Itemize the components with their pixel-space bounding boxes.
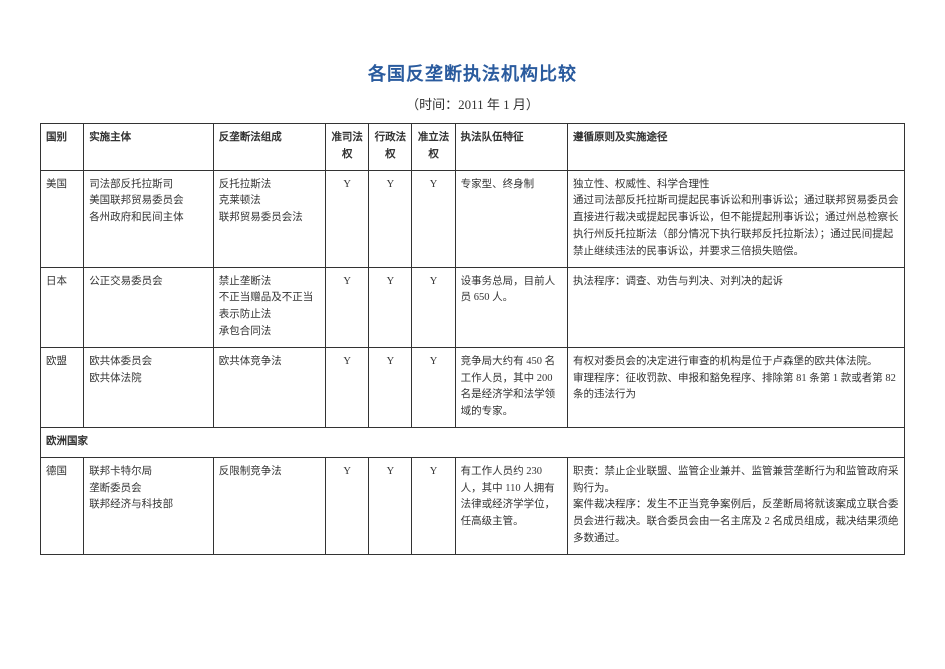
cell-body: 公正交易委员会	[84, 267, 214, 347]
comparison-table: 国别 实施主体 反垄断法组成 准司法权 行政法权 准立法权 执法队伍特征 遵循原…	[40, 123, 905, 555]
cell-country: 日本	[41, 267, 84, 347]
table-row: 欧盟 欧共体委员会欧共体法院 欧共体竞争法 Y Y Y 竞争局大约有 450 名…	[41, 347, 905, 427]
cell-principle: 有权对委员会的决定进行审查的机构是位于卢森堡的欧共体法院。审理程序：征收罚款、申…	[567, 347, 904, 427]
th-country: 国别	[41, 124, 84, 171]
th-body: 实施主体	[84, 124, 214, 171]
cell-admin: Y	[369, 457, 412, 554]
th-team: 执法队伍特征	[455, 124, 567, 171]
th-principle: 遵循原则及实施途径	[567, 124, 904, 171]
cell-judicial: Y	[326, 170, 369, 267]
cell-legis: Y	[412, 267, 455, 347]
th-judicial: 准司法权	[326, 124, 369, 171]
cell-law: 禁止垄断法不正当赠品及不正当表示防止法承包合同法	[213, 267, 325, 347]
cell-body: 联邦卡特尔局垄断委员会联邦经济与科技部	[84, 457, 214, 554]
cell-body: 欧共体委员会欧共体法院	[84, 347, 214, 427]
cell-law: 反限制竞争法	[213, 457, 325, 554]
cell-judicial: Y	[326, 457, 369, 554]
cell-body: 司法部反托拉斯司美国联邦贸易委员会各州政府和民间主体	[84, 170, 214, 267]
cell-team: 设事务总局，目前人员 650 人。	[455, 267, 567, 347]
table-row: 德国 联邦卡特尔局垄断委员会联邦经济与科技部 反限制竞争法 Y Y Y 有工作人…	[41, 457, 905, 554]
cell-team: 竞争局大约有 450 名工作人员，其中 200 名是经济学和法学领域的专家。	[455, 347, 567, 427]
cell-admin: Y	[369, 347, 412, 427]
cell-team: 有工作人员约 230 人，其中 110 人拥有法律或经济学学位，任高级主管。	[455, 457, 567, 554]
th-admin: 行政法权	[369, 124, 412, 171]
th-legis: 准立法权	[412, 124, 455, 171]
cell-team: 专家型、终身制	[455, 170, 567, 267]
section-label: 欧洲国家	[41, 427, 905, 457]
cell-country: 欧盟	[41, 347, 84, 427]
section-row-europe: 欧洲国家	[41, 427, 905, 457]
cell-admin: Y	[369, 267, 412, 347]
cell-country: 德国	[41, 457, 84, 554]
cell-country: 美国	[41, 170, 84, 267]
cell-legis: Y	[412, 170, 455, 267]
cell-legis: Y	[412, 347, 455, 427]
cell-principle: 独立性、权威性、科学合理性通过司法部反托拉斯司提起民事诉讼和刑事诉讼；通过联邦贸…	[567, 170, 904, 267]
th-law: 反垄断法组成	[213, 124, 325, 171]
page-subtitle: （时间：2011 年 1 月）	[40, 94, 905, 113]
cell-law: 欧共体竞争法	[213, 347, 325, 427]
cell-judicial: Y	[326, 347, 369, 427]
table-row: 美国 司法部反托拉斯司美国联邦贸易委员会各州政府和民间主体 反托拉斯法克莱顿法联…	[41, 170, 905, 267]
table-header-row: 国别 实施主体 反垄断法组成 准司法权 行政法权 准立法权 执法队伍特征 遵循原…	[41, 124, 905, 171]
table-row: 日本 公正交易委员会 禁止垄断法不正当赠品及不正当表示防止法承包合同法 Y Y …	[41, 267, 905, 347]
page-title: 各国反垄断执法机构比较	[40, 60, 905, 86]
cell-legis: Y	[412, 457, 455, 554]
cell-judicial: Y	[326, 267, 369, 347]
cell-law: 反托拉斯法克莱顿法联邦贸易委员会法	[213, 170, 325, 267]
cell-principle: 执法程序：调查、劝告与判决、对判决的起诉	[567, 267, 904, 347]
cell-principle: 职责：禁止企业联盟、监管企业兼并、监管兼营垄断行为和监管政府采购行为。案件裁决程…	[567, 457, 904, 554]
cell-admin: Y	[369, 170, 412, 267]
